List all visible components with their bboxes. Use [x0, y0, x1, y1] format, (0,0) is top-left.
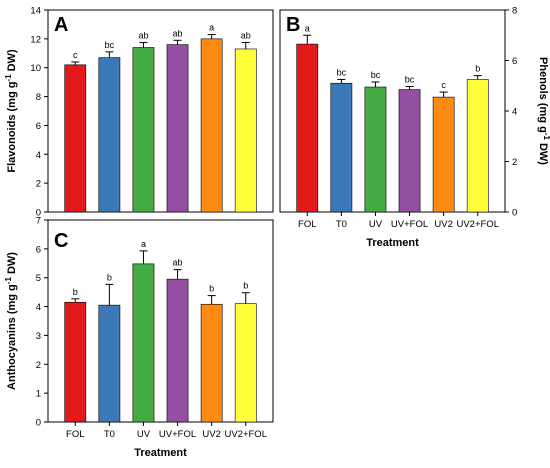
- y-tick-label: 6: [36, 121, 41, 132]
- bar: [466, 79, 489, 213]
- significance-label: bc: [105, 40, 115, 50]
- significance-label: a: [305, 23, 310, 33]
- x-tick-label: UV: [369, 219, 383, 230]
- significance-label: c: [441, 80, 446, 90]
- x-tick-label: UV2+FOL: [456, 219, 499, 230]
- x-tick-label: UV2+FOL: [224, 429, 267, 440]
- y-axis-title: Flavonoids (mg g-1 DW): [4, 49, 18, 173]
- bar: [364, 86, 387, 213]
- significance-label: bc: [337, 67, 347, 77]
- y-axis-title: Anthocyanins (mg g-1 DW): [4, 252, 18, 390]
- significance-label: ab: [241, 30, 251, 40]
- x-tick-label: UV+FOL: [159, 429, 196, 440]
- bar: [330, 82, 353, 213]
- panel-letter: C: [54, 230, 68, 252]
- y-tick-label: 6: [512, 56, 517, 67]
- y-tick-label: 14: [30, 6, 41, 17]
- x-tick-label: UV2: [434, 219, 452, 230]
- y-tick-label: 2: [512, 157, 517, 168]
- plot-frame: [47, 9, 274, 213]
- panel-letter: B: [286, 14, 300, 36]
- bar: [200, 38, 223, 213]
- x-tick-label: FOL: [66, 429, 84, 440]
- bar: [398, 89, 421, 213]
- bar: [166, 44, 189, 213]
- y-tick-label: 7: [36, 216, 41, 227]
- x-tick-label: UV2: [202, 429, 220, 440]
- y-tick-label: 4: [512, 107, 517, 118]
- x-axis-title: Treatment: [366, 237, 419, 249]
- significance-label: b: [209, 284, 214, 294]
- bar: [132, 47, 155, 213]
- significance-label: ab: [173, 258, 183, 268]
- bar: [64, 64, 87, 213]
- y-tick-label: 2: [36, 360, 41, 371]
- x-tick-label: UV: [137, 429, 151, 440]
- y-tick-label: 5: [36, 273, 41, 284]
- significance-label: bc: [371, 70, 381, 80]
- y-tick-label: 2: [36, 179, 41, 190]
- significance-label: ab: [173, 28, 183, 38]
- panel-c-anthocyanins: 0 1 2 3 4 5 6 7 b FOL b T0 a UV ab UV+FOL b UV2 b UV2+FOL C A…: [4, 216, 274, 459]
- bar: [200, 303, 223, 423]
- bar: [98, 304, 121, 423]
- y-tick-label: 4: [36, 150, 41, 161]
- significance-label: b: [475, 64, 480, 74]
- y-tick-label: 12: [30, 34, 41, 45]
- significance-label: a: [141, 239, 146, 249]
- y-tick-label: 6: [36, 244, 41, 255]
- bar: [432, 96, 455, 213]
- bar: [132, 263, 155, 423]
- bar: [166, 278, 189, 423]
- bar: [234, 48, 257, 213]
- bar: [296, 43, 319, 213]
- y-tick-label: 0: [36, 418, 41, 429]
- panel-a-flavonoids: 0 2 4 6 8 10 12 14 c bc ab ab a ab A Flavonoids (mg g-1…: [4, 6, 274, 219]
- x-tick-label: FOL: [298, 219, 316, 230]
- significance-label: b: [243, 281, 248, 291]
- y-tick-label: 8: [512, 6, 517, 17]
- y-tick-label: 0: [512, 208, 517, 219]
- significance-label: ab: [138, 30, 148, 40]
- bar: [234, 303, 257, 423]
- y-tick-label: 4: [36, 302, 41, 313]
- x-tick-label: T0: [104, 429, 115, 440]
- bar: [64, 301, 87, 423]
- y-tick-label: 10: [30, 63, 41, 74]
- significance-label: a: [209, 23, 214, 33]
- x-axis-title: Treatment: [134, 447, 187, 459]
- y-tick-label: 8: [36, 92, 41, 103]
- panel-letter: A: [54, 14, 68, 36]
- significance-label: bc: [405, 75, 415, 85]
- y-tick-label: 0: [36, 208, 41, 219]
- bar: [98, 57, 121, 213]
- plot-frame: [47, 219, 274, 423]
- significance-label: c: [73, 50, 78, 60]
- x-tick-label: T0: [336, 219, 347, 230]
- significance-label: b: [73, 287, 78, 297]
- y-axis-title: Phenols (mg g-1 DW): [537, 57, 550, 165]
- x-tick-label: UV+FOL: [391, 219, 428, 230]
- y-tick-label: 3: [36, 331, 41, 342]
- panel-b-phenols: 0 2 4 6 8 a FOL bc T0 bc UV bc UV+FOL c UV2 b UV2+FOL B Ph…: [279, 6, 550, 249]
- y-tick-label: 1: [36, 389, 41, 400]
- significance-label: b: [107, 272, 112, 282]
